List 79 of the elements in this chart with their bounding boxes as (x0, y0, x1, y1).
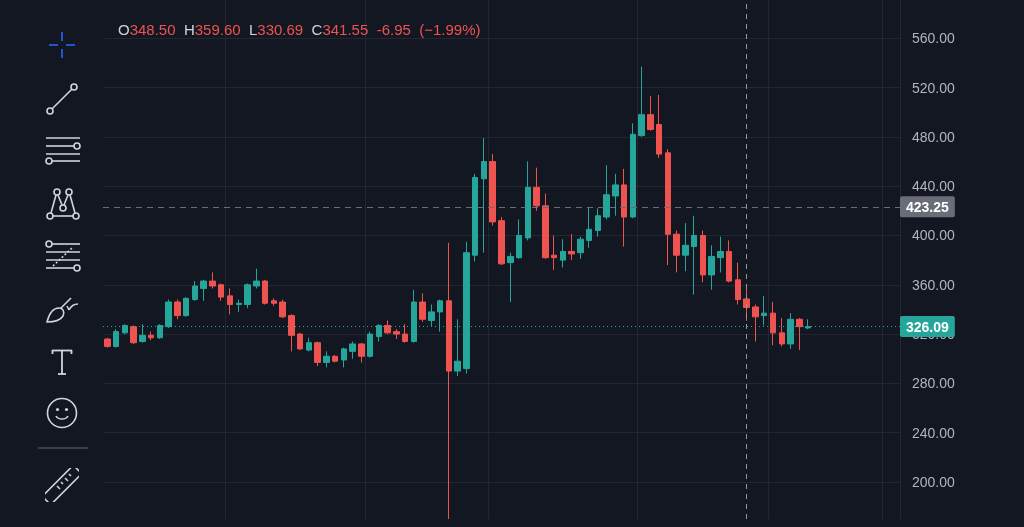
candlestick (358, 342, 365, 363)
candlestick (253, 268, 260, 289)
candlestick (560, 238, 566, 269)
candlestick (647, 95, 654, 132)
candlestick (525, 160, 531, 241)
y-tick-label: 440.00 (912, 178, 956, 195)
y-tick-label: 520.00 (912, 79, 956, 96)
candlestick (603, 164, 610, 220)
candlestick (209, 271, 216, 289)
candlestick (481, 137, 487, 254)
candlestick (306, 337, 312, 352)
candlestick (446, 242, 452, 520)
candlestick (498, 216, 505, 266)
candlestick (323, 350, 330, 368)
candlestick (113, 328, 119, 349)
candlestick (708, 244, 715, 291)
candlestick (393, 328, 400, 340)
candlestick (489, 153, 496, 227)
y-tick-label: 560.00 (912, 30, 956, 47)
y-tick-label: 480.00 (912, 128, 956, 145)
candlestick (752, 304, 759, 342)
candlestick (130, 324, 137, 345)
candlestick (516, 218, 522, 260)
candlestick (192, 280, 198, 302)
candlestick (288, 313, 295, 352)
candlestick (726, 239, 732, 283)
candlestick (148, 331, 154, 341)
candlestick (770, 301, 776, 346)
candlestick (595, 207, 601, 238)
candlestick (419, 292, 426, 323)
ref-line-label: 423.25 (906, 198, 950, 215)
candlestick (717, 236, 724, 273)
candlestick (200, 279, 207, 302)
candlestick (673, 230, 680, 273)
candlestick (682, 222, 689, 272)
y-tick-label: 200.00 (912, 474, 956, 491)
candlestick (174, 299, 181, 320)
candlestick (507, 252, 514, 303)
candlestick (779, 317, 785, 347)
candlestick (638, 66, 645, 138)
candlestick (656, 94, 662, 159)
candlestick (586, 206, 592, 249)
candlestick (568, 233, 575, 261)
candlestick (271, 297, 277, 307)
candlestick (665, 148, 671, 266)
candlestick (735, 262, 741, 305)
candlestick (630, 122, 636, 219)
candlestick (691, 215, 697, 296)
candlestick (236, 299, 242, 313)
y-tick-label: 360.00 (912, 276, 956, 293)
candlestick (542, 193, 549, 260)
candlestick (472, 173, 478, 262)
candlestick (244, 283, 251, 309)
candlestick (218, 283, 224, 302)
candlestick (314, 340, 321, 367)
candlestick (367, 331, 373, 359)
candlestick (332, 354, 338, 363)
ref-line-label: 326.09 (906, 318, 950, 335)
candlestick (384, 320, 391, 335)
candlestick (533, 167, 540, 212)
y-tick-label: 280.00 (912, 375, 956, 392)
candlestick (279, 299, 286, 319)
candlestick (612, 173, 619, 217)
candlestick (621, 168, 627, 248)
text: O348.50 H359.60 L330.69 C341.55 -6.95 (−1.99%) (118, 21, 481, 38)
candlestick (341, 347, 347, 368)
candlestick (349, 340, 356, 360)
candlestick (104, 337, 111, 349)
candlestick (796, 317, 803, 351)
y-tick-label: 400.00 (912, 227, 956, 244)
candlestick (262, 279, 268, 305)
candlestick (297, 332, 303, 351)
candlestick (551, 234, 557, 271)
candlestick (227, 287, 233, 315)
candlestick (700, 230, 706, 283)
candlestick (577, 236, 584, 260)
candlestick (183, 296, 189, 318)
y-tick-label: 240.00 (912, 424, 956, 441)
candlestick (402, 323, 408, 344)
